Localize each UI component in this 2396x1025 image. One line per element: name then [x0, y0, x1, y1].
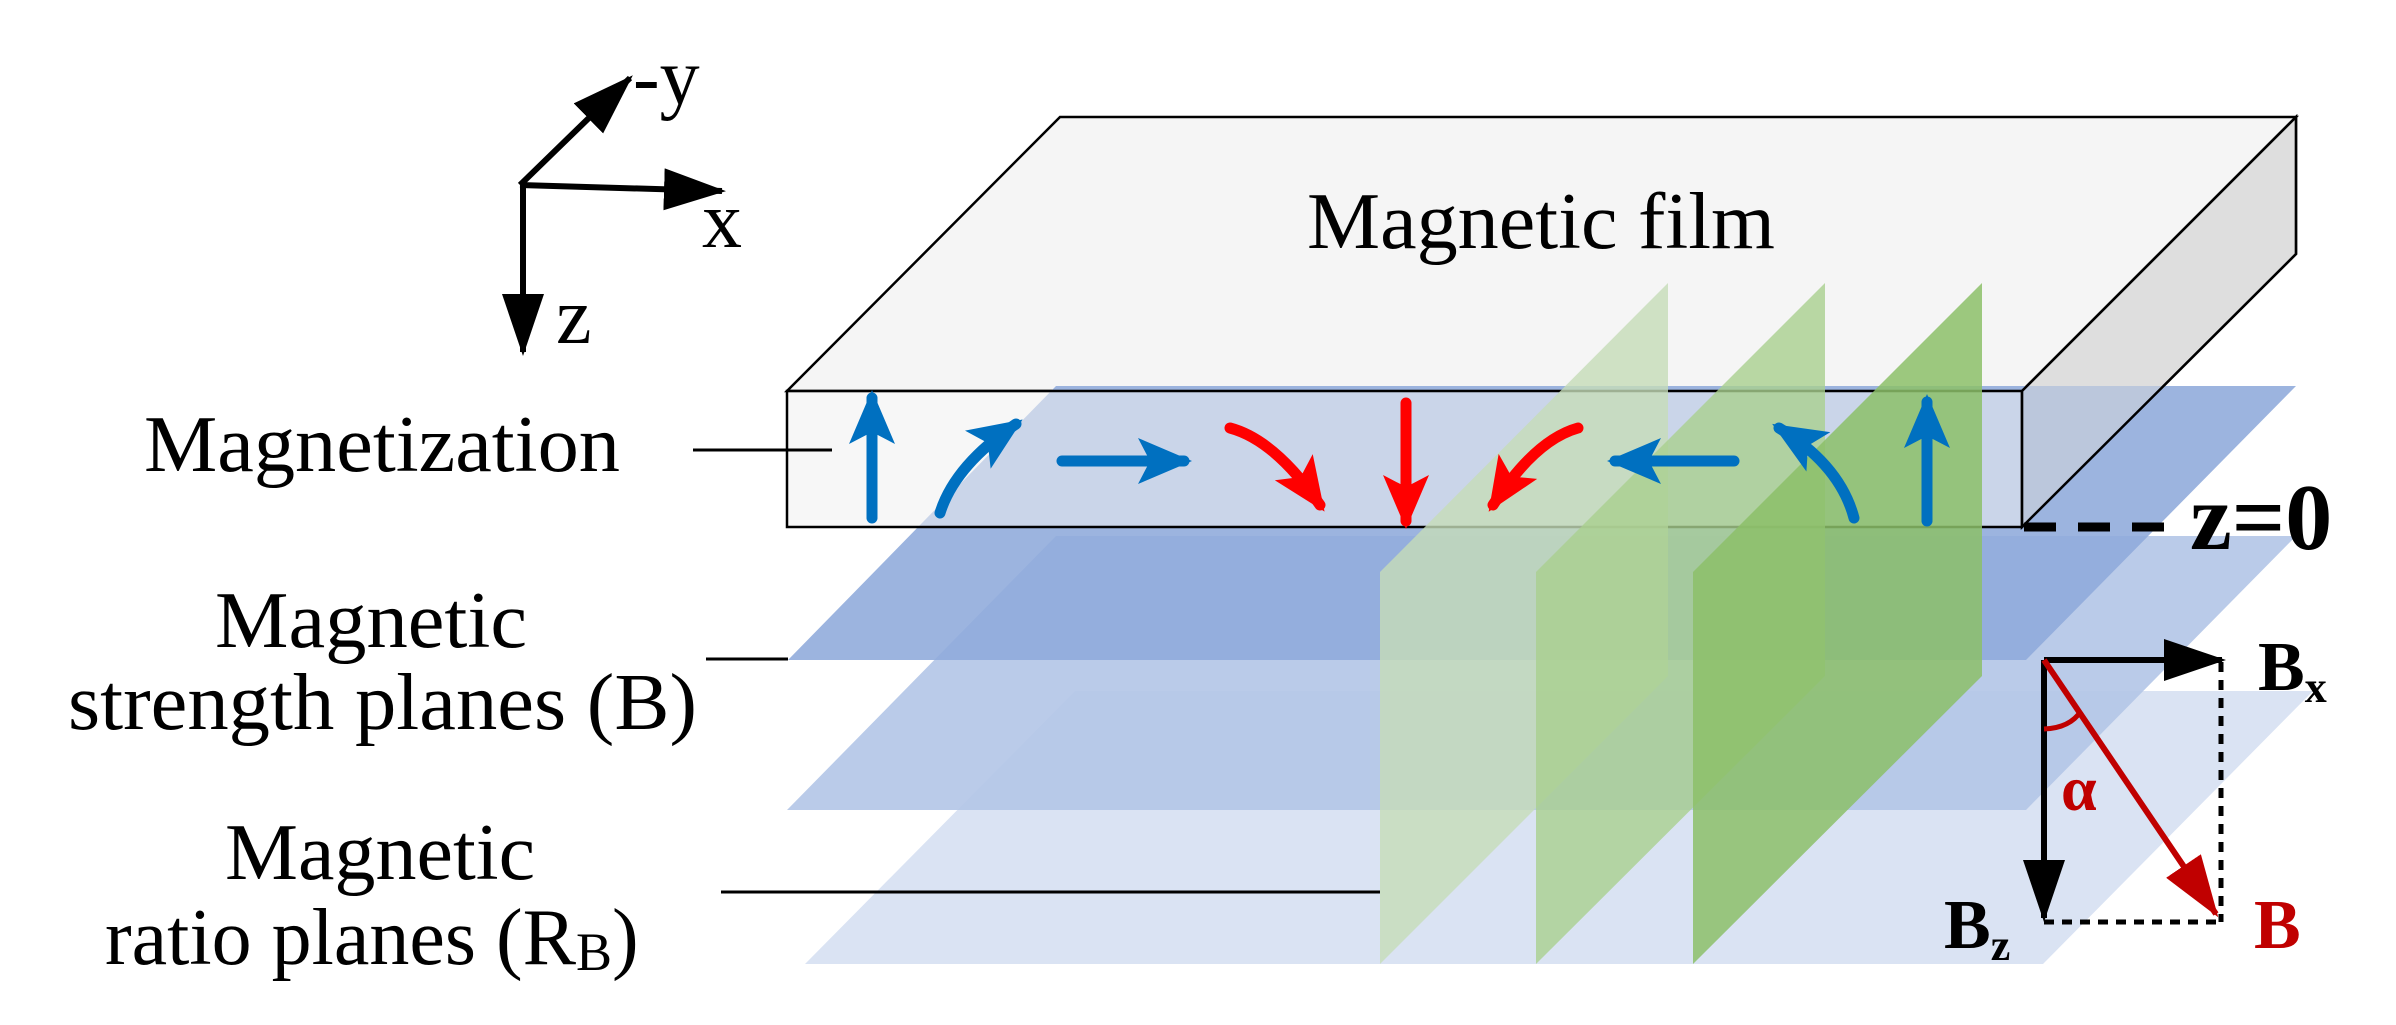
- green-plane-3: [1693, 283, 1982, 964]
- film-side-face-overlay: [2020, 113, 2298, 531]
- bz-label: Bz: [1944, 887, 2010, 970]
- x-axis-arrow-icon: [519, 168, 726, 211]
- x-axis-label: x: [702, 177, 742, 265]
- z0-label: z=0: [2190, 466, 2332, 570]
- alpha-label: α: [2061, 753, 2097, 824]
- film-label: Magnetic film: [1307, 178, 1775, 266]
- arrow-curve-down-right-icon: [1224, 422, 1326, 512]
- b-arrow-icon: [2041, 658, 2219, 918]
- b-label: B: [2254, 887, 2301, 964]
- ratio-label-line2: ratio planes (RB): [105, 894, 639, 982]
- green-plane-2: [1536, 283, 1825, 964]
- arrow-curve-down-left-icon: [1487, 422, 1584, 512]
- strength-label-line1: Magnetic: [215, 577, 527, 665]
- arrow-curve-up-right-icon: [934, 418, 1023, 519]
- neg-y-axis-arrow-icon: [517, 75, 633, 188]
- strength-label-line2: strength planes (B): [68, 659, 697, 747]
- neg-y-axis-label: -y: [633, 34, 700, 122]
- alpha-angle-arc: [2043, 709, 2084, 732]
- z-axis-label: z: [556, 273, 592, 361]
- bx-label: Bx: [2258, 629, 2327, 712]
- magnetization-label: Magnetization: [144, 401, 620, 489]
- arrow-curve-up-left-icon: [1772, 422, 1860, 524]
- green-plane-1: [1380, 283, 1668, 964]
- ratio-label-line1: Magnetic: [225, 809, 535, 897]
